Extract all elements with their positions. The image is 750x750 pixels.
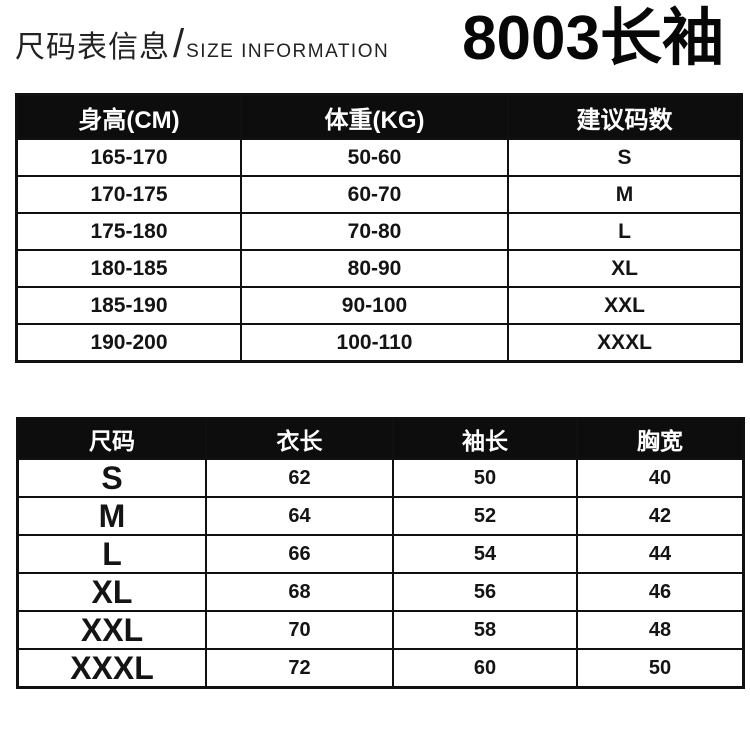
- table-row: M 64 52 42: [16, 496, 745, 536]
- product-model-title: 8003长袖: [462, 4, 724, 73]
- table-cell: 44: [576, 534, 745, 574]
- table-cell: 190-200: [15, 323, 242, 363]
- table-row: S 62 50 40: [16, 458, 745, 498]
- column-header: 身高(CM): [15, 93, 242, 140]
- table-cell: 50: [576, 648, 745, 689]
- table-cell: XL: [16, 572, 207, 612]
- table-cell: XXXL: [16, 648, 207, 689]
- page-title-english: SIZE INFORMATION: [186, 41, 390, 62]
- table-cell: 56: [392, 572, 578, 612]
- table-cell: 50: [392, 458, 578, 498]
- table-cell: M: [507, 175, 743, 214]
- header-row: 身高(CM) 体重(KG) 建议码数: [15, 93, 743, 140]
- table-row: 165-170 50-60 S: [15, 138, 743, 177]
- table-cell: 185-190: [15, 286, 242, 325]
- table-cell: 80-90: [240, 249, 509, 288]
- table-cell: 40: [576, 458, 745, 498]
- table-cell: M: [16, 496, 207, 536]
- table-row: 175-180 70-80 L: [15, 212, 743, 251]
- table-cell: 165-170: [15, 138, 242, 177]
- column-header: 胸宽: [576, 417, 745, 460]
- title-separator: /: [173, 22, 185, 66]
- table-row: 170-175 60-70 M: [15, 175, 743, 214]
- garment-measurement-table: 尺码 衣长 袖长 胸宽 S 62 50 40 M 64 52 42 L 66 54 44 XL 68 56 46 XXL…: [16, 417, 745, 689]
- table-cell: L: [16, 534, 207, 574]
- table-cell: XXL: [16, 610, 207, 650]
- table-cell: 70-80: [240, 212, 509, 251]
- table-cell: 46: [576, 572, 745, 612]
- column-header: 尺码: [16, 417, 207, 460]
- table-cell: 60-70: [240, 175, 509, 214]
- table-row: XXXL 72 60 50: [16, 648, 745, 689]
- table-cell: XL: [507, 249, 743, 288]
- table-cell: 62: [205, 458, 394, 498]
- table-cell: 48: [576, 610, 745, 650]
- table-cell: 42: [576, 496, 745, 536]
- table-cell: 180-185: [15, 249, 242, 288]
- table-cell: 175-180: [15, 212, 242, 251]
- table-cell: 72: [205, 648, 394, 689]
- table-cell: 50-60: [240, 138, 509, 177]
- height-weight-size-table: 身高(CM) 体重(KG) 建议码数 165-170 50-60 S 170-175 60-7…: [15, 93, 743, 363]
- table-row: XL 68 56 46: [16, 572, 745, 612]
- table-cell: 100-110: [240, 323, 509, 363]
- table-cell: 60: [392, 648, 578, 689]
- page-title: 尺码表信息 / SIZE INFORMATION: [15, 22, 389, 67]
- header-row: 尺码 衣长 袖长 胸宽: [16, 417, 745, 460]
- table-row: 185-190 90-100 XXL: [15, 286, 743, 325]
- table-row: XXL 70 58 48: [16, 610, 745, 650]
- column-header: 袖长: [392, 417, 578, 460]
- table-cell: 66: [205, 534, 394, 574]
- table-cell: S: [507, 138, 743, 177]
- column-header: 体重(KG): [240, 93, 509, 140]
- column-header: 衣长: [205, 417, 394, 460]
- column-header: 建议码数: [507, 93, 743, 140]
- table-row: 180-185 80-90 XL: [15, 249, 743, 288]
- table-cell: L: [507, 212, 743, 251]
- table-cell: XXXL: [507, 323, 743, 363]
- table-cell: S: [16, 458, 207, 498]
- table-cell: XXL: [507, 286, 743, 325]
- table-cell: 52: [392, 496, 578, 536]
- table-row: 190-200 100-110 XXXL: [15, 323, 743, 363]
- page-title-chinese: 尺码表信息: [15, 31, 170, 64]
- table-row: L 66 54 44: [16, 534, 745, 574]
- table-cell: 68: [205, 572, 394, 612]
- table-cell: 170-175: [15, 175, 242, 214]
- table-cell: 54: [392, 534, 578, 574]
- table-cell: 70: [205, 610, 394, 650]
- table-cell: 64: [205, 496, 394, 536]
- table-cell: 90-100: [240, 286, 509, 325]
- table-cell: 58: [392, 610, 578, 650]
